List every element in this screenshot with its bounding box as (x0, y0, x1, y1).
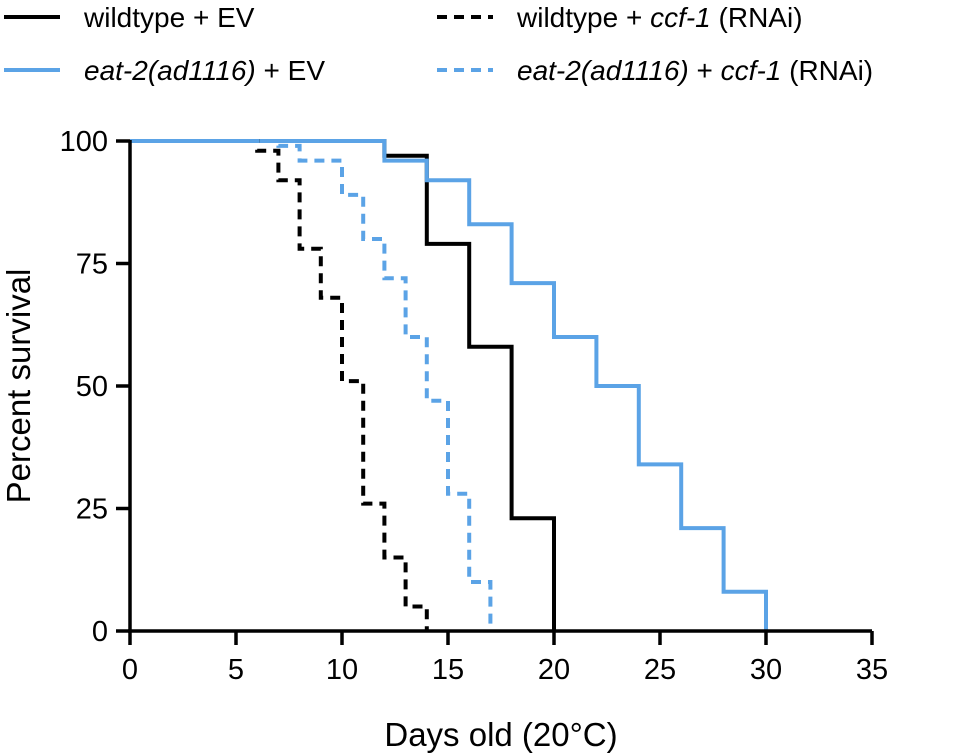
legend-label: eat-2(ad1116) + EV (84, 55, 325, 86)
axes: 0 5 10 15 20 25 30 35 0 25 50 75 100 (60, 126, 889, 686)
legend-item-2: wildtype + ccf-1 (RNAi) (437, 2, 803, 33)
x-tick-label: 25 (644, 654, 676, 686)
legend-label: wildtype + ccf-1 (RNAi) (516, 2, 803, 33)
y-tick-label: 25 (76, 494, 108, 526)
legend-label: wildtype + EV (83, 2, 255, 33)
y-tick-label: 75 (76, 249, 108, 281)
series-layer (130, 139, 768, 631)
legend: wildtype + EV eat-2(ad1116) + EV wildtype … (4, 2, 873, 86)
legend-item-1: eat-2(ad1116) + EV (4, 55, 325, 86)
legend-label-part: ccf-1 (650, 2, 711, 33)
x-tick-label: 15 (432, 654, 464, 686)
x-tick-label: 20 (538, 654, 570, 686)
legend-label-part: ccf-1 (721, 55, 782, 86)
legend-item-0: wildtype + EV (4, 2, 255, 33)
y-tick-label: 100 (60, 126, 108, 158)
legend-label-part: (RNAi) (781, 55, 873, 86)
y-axis-title: Percent survival (0, 269, 37, 504)
series-line-0 (130, 139, 556, 631)
legend-label-part: + EV (256, 55, 326, 86)
legend-label-part: eat-2(ad1116) (517, 55, 689, 86)
x-tick-label: 5 (228, 654, 244, 686)
x-tick-label: 30 (750, 654, 782, 686)
series-line-1 (130, 139, 768, 631)
series-line-3 (130, 139, 493, 631)
series-line-2 (130, 139, 429, 631)
x-tick-label: 10 (326, 654, 358, 686)
legend-label-part: eat-2(ad1116) (84, 55, 256, 86)
legend-label-part: wildtype + (516, 2, 650, 33)
y-tick-label: 50 (76, 371, 108, 403)
legend-label-part: + (689, 55, 721, 86)
legend-item-3: eat-2(ad1116) + ccf-1 (RNAi) (437, 55, 873, 86)
x-tick-label: 0 (122, 654, 138, 686)
y-tick-label: 0 (92, 616, 108, 648)
x-tick-label: 35 (856, 654, 888, 686)
legend-label-part: wildtype + EV (83, 2, 255, 33)
legend-label: eat-2(ad1116) + ccf-1 (RNAi) (517, 55, 873, 86)
x-axis-title: Days old (20°C) (384, 716, 617, 753)
legend-label-part: (RNAi) (711, 2, 803, 33)
